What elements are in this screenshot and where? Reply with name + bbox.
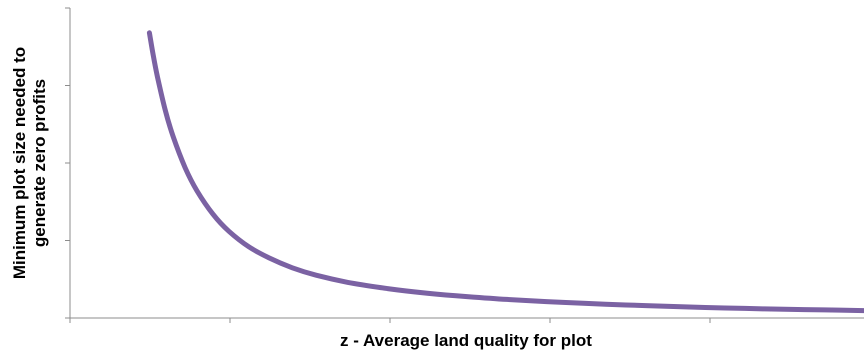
y-axis-title: Minimum plot size needed to generate zer… [10,47,49,279]
series-line [146,30,864,314]
axis-ticks [65,7,711,323]
y-axis-title-line-1: Minimum plot size needed to [10,47,29,279]
x-axis-title: z - Average land quality for plot [340,331,592,350]
y-axis-title-line-2: generate zero profits [30,79,49,247]
